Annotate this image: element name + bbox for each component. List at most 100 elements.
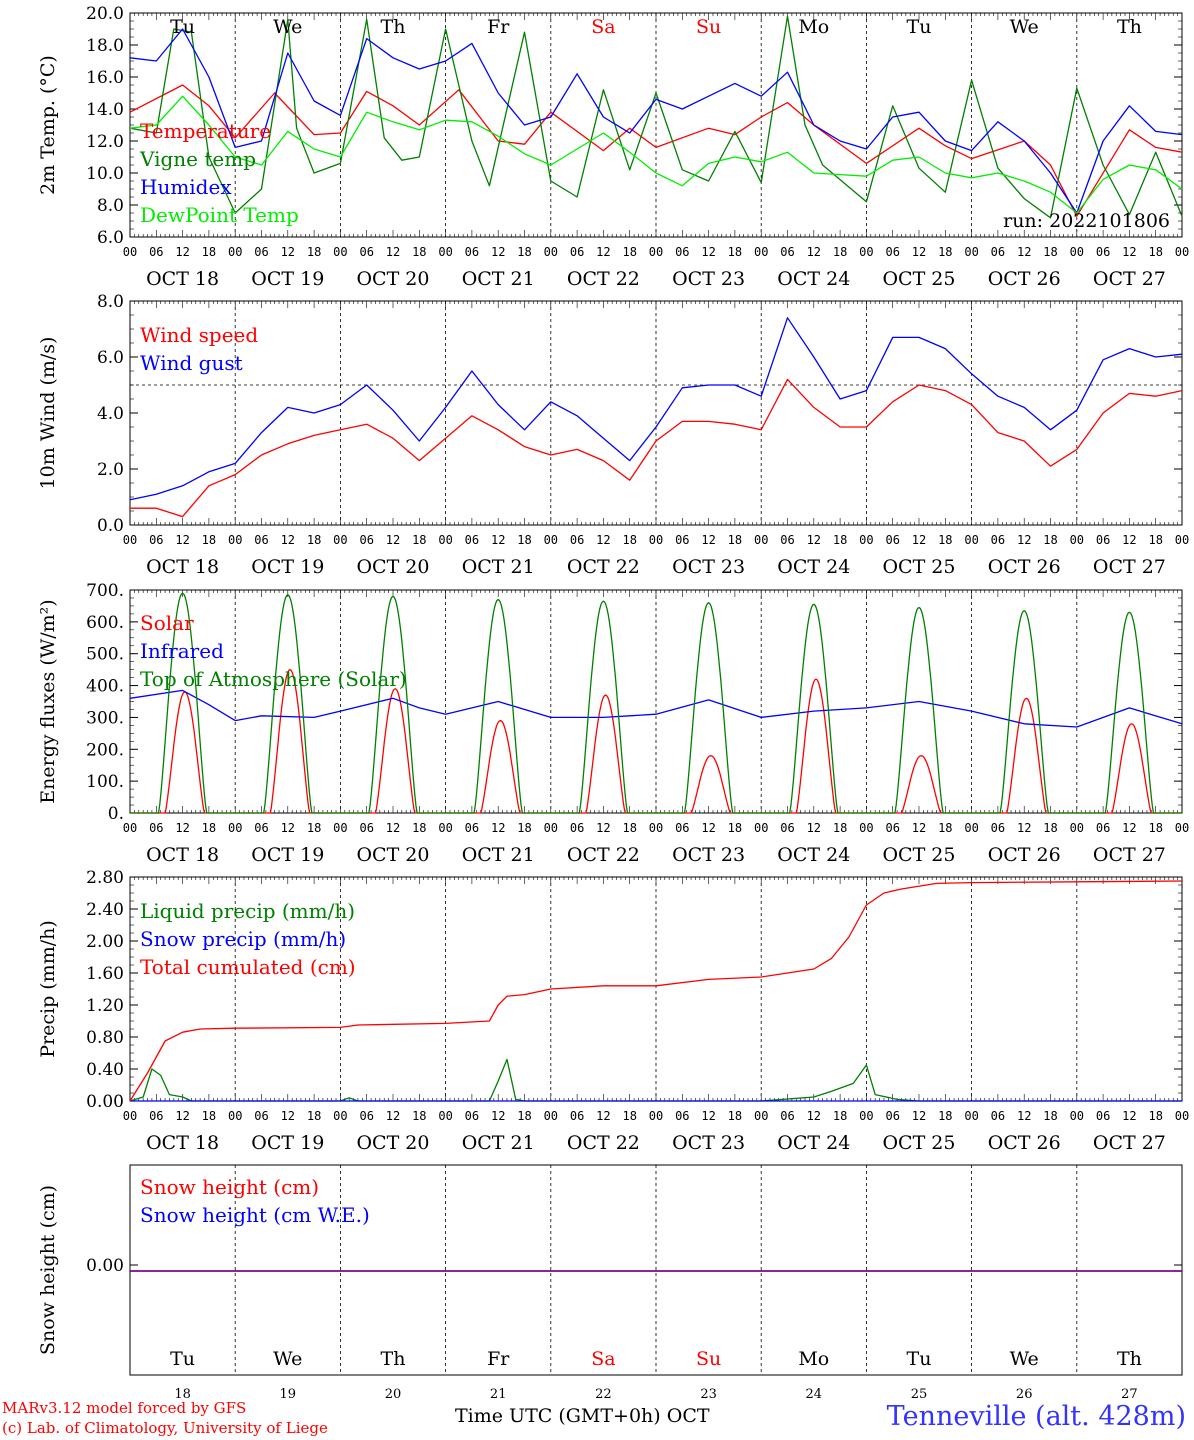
hour-tick-label: 00 [754,533,768,547]
y-tick-label: 0.0 [97,516,124,536]
y-tick-label: 200. [86,740,124,760]
legend-entry: Infrared [140,639,224,663]
y-tick-label: 2.80 [86,868,124,888]
y-tick-label: 700. [86,581,124,601]
y-tick-label: 12.0 [86,132,124,152]
hour-tick-label: 18 [517,1109,531,1123]
x-axis-month: OCT [666,1405,710,1427]
hour-tick-label: 06 [149,1109,163,1123]
hour-tick-label: 18 [833,1109,847,1123]
hour-tick-label: 12 [386,533,400,547]
date-label: OCT 24 [777,844,850,866]
credit-line-1: MARv3.12 model forced by GFS [2,1399,247,1417]
hour-tick-label: 06 [254,245,268,259]
hour-tick-label: 06 [359,1109,373,1123]
date-label: OCT 25 [882,1132,955,1154]
hour-tick-label: 06 [885,533,899,547]
series-line-top-of-atmosphere-solar- [130,592,1182,814]
run-annotation: run: 2022101806 [1003,210,1170,232]
y-tick-label: 8.0 [97,196,124,216]
hour-tick-label: 18 [1148,245,1162,259]
hour-tick-label: 12 [1122,245,1136,259]
hour-tick-label: 00 [859,533,873,547]
hour-tick-label: 18 [202,1109,216,1123]
hour-tick-label: 06 [359,533,373,547]
weekday-label-top: Fr [487,16,510,38]
series-line-total-cumulated-cm- [129,880,1183,1102]
hour-tick-label: 12 [1122,1109,1136,1123]
hour-tick-label: 18 [412,533,426,547]
day-number-label: 23 [700,1387,717,1402]
hour-tick-label: 00 [859,245,873,259]
hour-tick-label: 18 [307,533,321,547]
weekday-label-top: Su [696,16,721,38]
date-label: OCT 26 [988,844,1061,866]
hour-tick-label: 06 [1096,245,1110,259]
y-tick-label: 0.00 [86,1256,124,1276]
hour-tick-label: 00 [333,1109,347,1123]
y-tick-label: 1.20 [86,996,124,1016]
date-label: OCT 20 [356,556,429,578]
hour-tick-label: 12 [807,245,821,259]
y-axis-label: 10m Wind (m/s) [37,337,59,490]
series-line-wind-gust [129,317,1183,501]
legend-entry: Solar [140,611,194,635]
hour-tick-label: 18 [938,533,952,547]
weekday-label-bottom: Tu [907,1348,932,1370]
y-tick-label: 6.0 [97,228,124,248]
hour-tick-label: 00 [333,245,347,259]
date-label: OCT 27 [1093,268,1166,290]
hour-tick-label: 00 [964,821,978,835]
hour-tick-label: 12 [491,245,505,259]
hour-tick-label: 06 [359,821,373,835]
date-label: OCT 24 [777,1132,850,1154]
hour-tick-label: 00 [544,1109,558,1123]
hour-tick-label: 00 [1175,245,1189,259]
hour-tick-label: 12 [1122,533,1136,547]
hour-tick-label: 18 [307,821,321,835]
hour-tick-label: 06 [149,821,163,835]
hour-tick-label: 12 [701,533,715,547]
hour-tick-label: 12 [281,1109,295,1123]
y-tick-label: 300. [86,708,124,728]
hour-tick-label: 06 [991,1109,1005,1123]
hour-tick-label: 06 [780,533,794,547]
credit-line-2: (c) Lab. of Climatology, University of L… [2,1419,328,1437]
hour-tick-label: 18 [728,533,742,547]
hour-tick-label: 12 [912,1109,926,1123]
day-number-label: 26 [1016,1387,1033,1402]
y-tick-label: 14.0 [86,100,124,120]
hour-tick-label: 12 [701,245,715,259]
date-label: OCT 23 [672,1132,745,1154]
hour-tick-label: 06 [885,821,899,835]
date-label: OCT 18 [146,268,219,290]
hour-tick-label: 00 [123,1109,137,1123]
hour-tick-label: 18 [622,533,636,547]
hour-tick-label: 12 [807,1109,821,1123]
series-line-vigne-temp [129,15,1183,219]
hour-tick-label: 12 [1122,821,1136,835]
hour-tick-label: 12 [281,245,295,259]
hour-tick-label: 12 [491,533,505,547]
legend-entry: Top of Atmosphere (Solar) [140,667,407,691]
hour-tick-label: 18 [938,821,952,835]
hour-tick-label: 00 [123,245,137,259]
hour-tick-label: 06 [254,1109,268,1123]
hour-tick-label: 12 [596,245,610,259]
date-label: OCT 27 [1093,1132,1166,1154]
weekday-label-bottom: Th [1117,1348,1142,1370]
weekday-label-bottom: Su [696,1348,721,1370]
date-label: OCT 19 [251,268,324,290]
series-line-wind-speed [130,378,1183,518]
date-label: OCT 20 [356,1132,429,1154]
hour-tick-label: 06 [675,821,689,835]
date-label: OCT 18 [146,844,219,866]
day-number-label: 18 [174,1387,191,1402]
hour-tick-label: 12 [807,533,821,547]
legend-entry: Wind gust [140,351,243,375]
legend-entry: Liquid precip (mm/h) [140,899,355,923]
hour-tick-label: 12 [807,821,821,835]
weekday-label-bottom: We [273,1348,302,1370]
hour-tick-label: 18 [202,245,216,259]
hour-tick-label: 00 [438,1109,452,1123]
